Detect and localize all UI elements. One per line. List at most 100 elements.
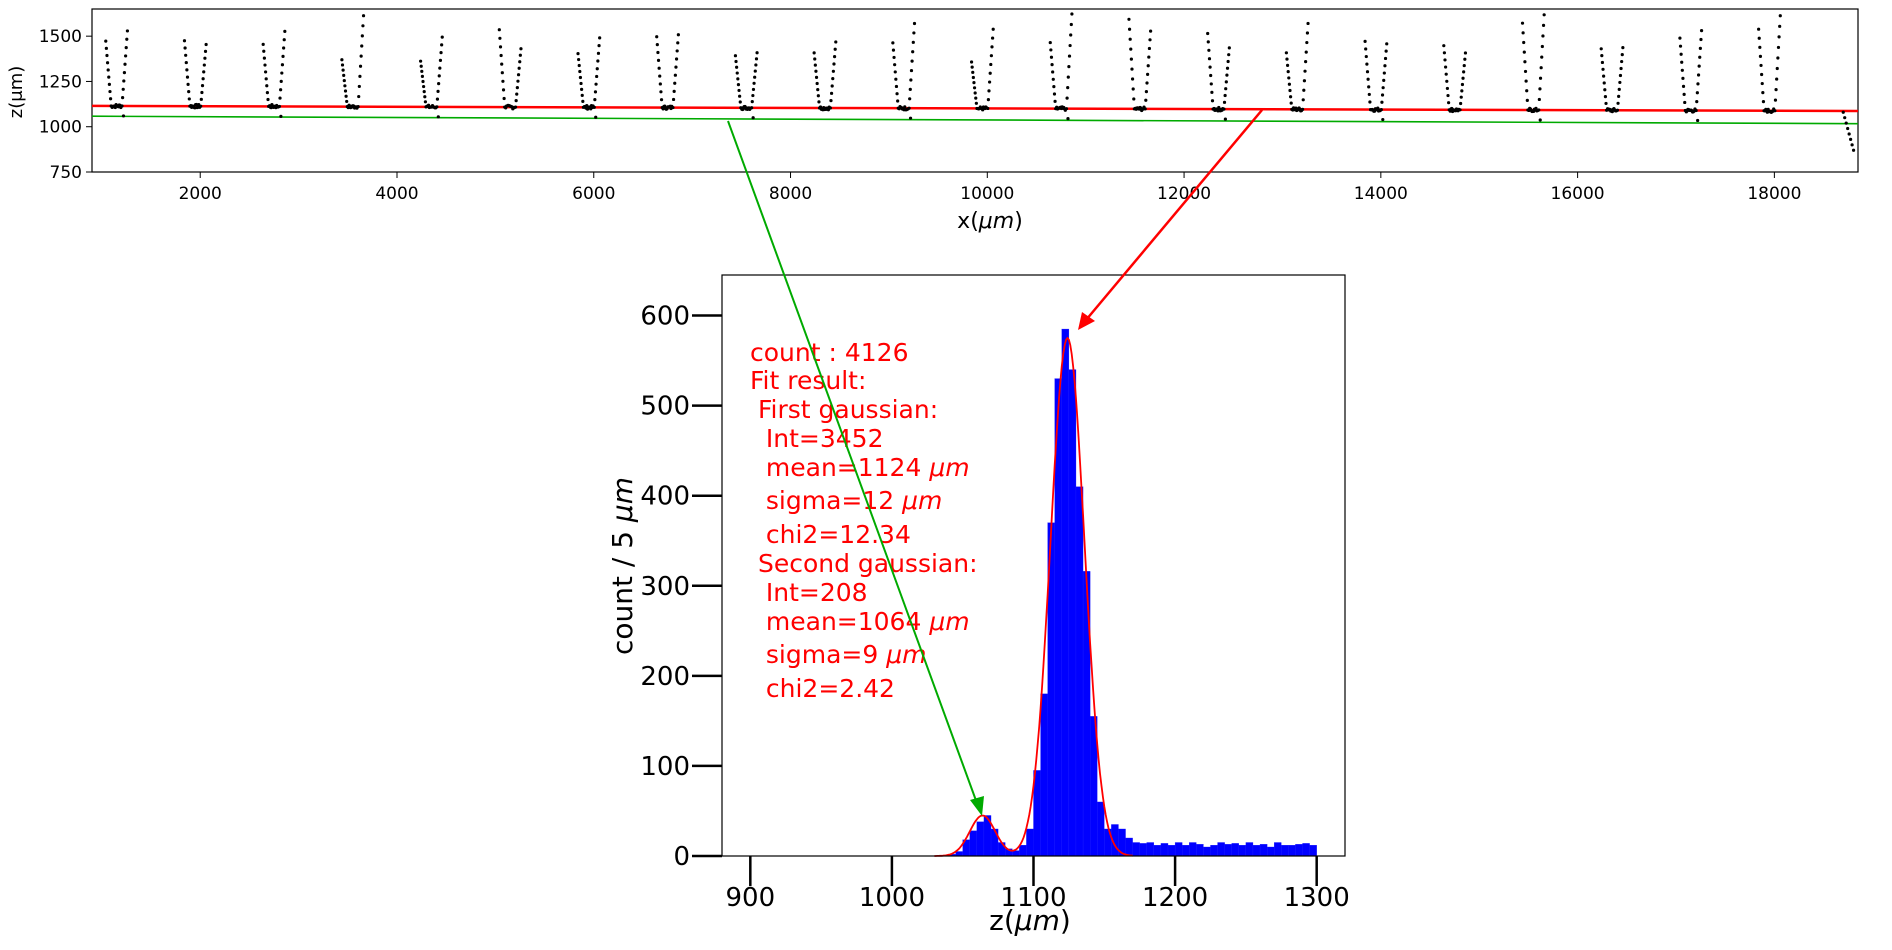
scatter-point (1149, 29, 1153, 33)
scatter-point (361, 14, 366, 18)
scatter-point (1367, 85, 1371, 89)
annotation-first-gaussian: First gaussian: (750, 395, 938, 424)
annotation-int2: Int=208 (750, 578, 868, 607)
scatter-point (1523, 60, 1527, 64)
scatter-point (1523, 69, 1528, 74)
scatter-point (1443, 58, 1447, 62)
histogram-plot: 900 1000 1100 1200 1300 0100200300400500600 … (606, 274, 1350, 937)
histogram-x-tick-label: 900 (725, 883, 775, 913)
scatter-point (1604, 101, 1608, 106)
scatter-point (1538, 118, 1542, 122)
histogram-y-tick-label: 500 (640, 392, 690, 422)
scatter-point (422, 90, 426, 94)
scatter-point (1599, 47, 1603, 51)
scatter-point (814, 69, 818, 73)
scatter-point (657, 66, 661, 70)
scatter-point (1602, 74, 1606, 78)
scatter-point (896, 106, 900, 110)
scatter-point (1364, 47, 1368, 51)
histogram-bars (948, 328, 1317, 857)
scatter-point (1538, 76, 1543, 80)
histogram-x-tick-label: 1300 (1284, 883, 1350, 913)
scatter-point (580, 87, 584, 92)
scatter-point (969, 60, 974, 64)
scatter-point (1445, 79, 1449, 83)
top-y-tick-label: 1000 (39, 118, 82, 138)
scatter-point (265, 84, 269, 88)
scatter-point (1068, 43, 1072, 48)
scatter-point (1144, 98, 1148, 102)
scatter-point (437, 82, 441, 86)
scatter-point (660, 105, 664, 110)
scatter-point (440, 43, 444, 47)
scatter-point (735, 65, 739, 69)
histogram-x-tick-label: 1200 (1142, 883, 1208, 913)
histogram-y-tick-label: 300 (640, 572, 690, 602)
scatter-point (358, 74, 362, 78)
scatter-point (578, 75, 583, 80)
scatter-point (671, 97, 676, 102)
scatter-point (500, 62, 504, 66)
scatter-point (1209, 82, 1213, 86)
scatter-point (282, 46, 286, 50)
scatter-point (903, 105, 907, 109)
scatter-point (908, 87, 912, 91)
scatter-point (1760, 81, 1764, 86)
scatter-point (1760, 72, 1764, 77)
scatter-point (278, 96, 282, 100)
scatter-point (1776, 45, 1781, 50)
scatter-point (1051, 70, 1055, 74)
scatter-point (581, 99, 585, 103)
scatter-point (356, 105, 360, 109)
scatter-point (753, 69, 757, 73)
scatter-point (1069, 33, 1073, 37)
histogram-bar (1252, 845, 1261, 857)
scatter-point (1365, 62, 1369, 66)
scatter-point (185, 75, 190, 79)
scatter-point (1132, 97, 1136, 101)
scatter-point (1306, 21, 1310, 26)
top-y-ticks: 750 1000 1250 1500 (39, 27, 92, 183)
scatter-point (971, 70, 975, 74)
scatter-point (515, 86, 519, 90)
scatter-point (738, 94, 742, 98)
top-x-tick-label: 8000 (769, 184, 812, 204)
scatter-point (340, 63, 345, 67)
scatter-point (1683, 108, 1687, 113)
histogram-bar (1196, 844, 1204, 857)
scatter-point (1051, 77, 1055, 81)
top-x-tick-label: 14000 (1354, 184, 1408, 204)
scatter-point (267, 104, 271, 109)
scatter-point (1699, 29, 1704, 33)
scatter-point (1288, 95, 1293, 99)
histogram-bar (1182, 845, 1190, 857)
scatter-point (1699, 37, 1703, 42)
histogram-bar (1139, 843, 1147, 857)
scatter-point (1067, 54, 1072, 58)
scatter-point (188, 104, 192, 108)
scatter-point (991, 27, 995, 31)
scatter-point (265, 91, 269, 95)
scatter-point (341, 68, 345, 72)
scatter-point (515, 92, 519, 96)
scatter-point (908, 97, 912, 101)
scatter-point (1368, 100, 1372, 104)
scatter-point (1382, 78, 1386, 82)
scatter-point (736, 83, 741, 87)
scatter-point (107, 82, 111, 86)
scatter-point (593, 98, 597, 102)
scatter-point (124, 54, 128, 58)
scatter-point (343, 84, 347, 88)
histogram-bar (1189, 842, 1197, 857)
scatter-point (986, 106, 990, 111)
scatter-point (1147, 55, 1151, 59)
scatter-point (419, 64, 423, 68)
scatter-point (1383, 64, 1387, 68)
scatter-point (1694, 108, 1698, 113)
histogram-bar (1238, 845, 1247, 857)
scatter-point (498, 45, 503, 49)
scatter-point (655, 43, 659, 47)
scatter-point (201, 77, 205, 81)
scatter-point (503, 105, 507, 109)
scatter-point (1127, 27, 1132, 31)
